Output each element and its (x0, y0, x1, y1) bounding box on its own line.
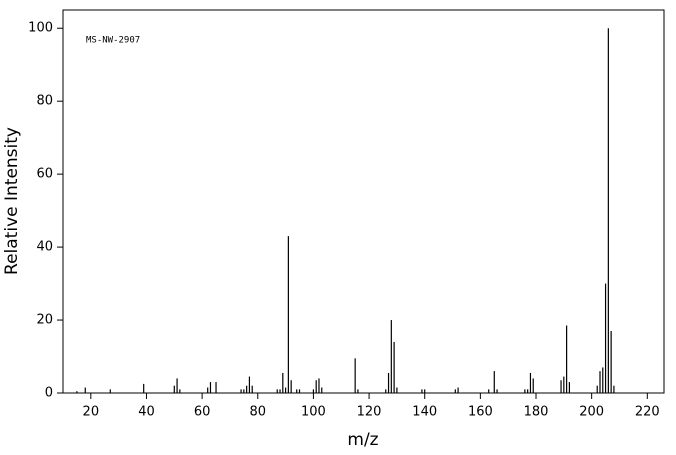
x-axis-label: m/z (347, 430, 378, 450)
x-tick-label: 180 (524, 405, 549, 420)
y-tick-label: 0 (45, 386, 53, 401)
y-tick-label: 40 (36, 240, 53, 255)
x-tick-label: 220 (635, 405, 660, 420)
annotation: MS-NW-2907 (86, 36, 140, 46)
y-tick-label: 60 (36, 167, 53, 182)
x-tick-label: 100 (301, 405, 326, 420)
y-tick-label: 100 (28, 21, 53, 36)
plot-frame (62, 9, 665, 394)
x-tick-label: 140 (412, 405, 437, 420)
x-tick-label: 20 (83, 405, 100, 420)
y-tick-label: 20 (36, 313, 53, 328)
y-tick-label: 80 (36, 94, 53, 109)
x-tick-label: 160 (468, 405, 493, 420)
x-tick-label: 80 (249, 405, 266, 420)
x-tick-label: 60 (194, 405, 211, 420)
x-tick-label: 120 (357, 405, 382, 420)
x-tick-label: 200 (579, 405, 604, 420)
y-axis-label: Relative Intensity (2, 127, 22, 275)
x-tick-label: 40 (138, 405, 155, 420)
